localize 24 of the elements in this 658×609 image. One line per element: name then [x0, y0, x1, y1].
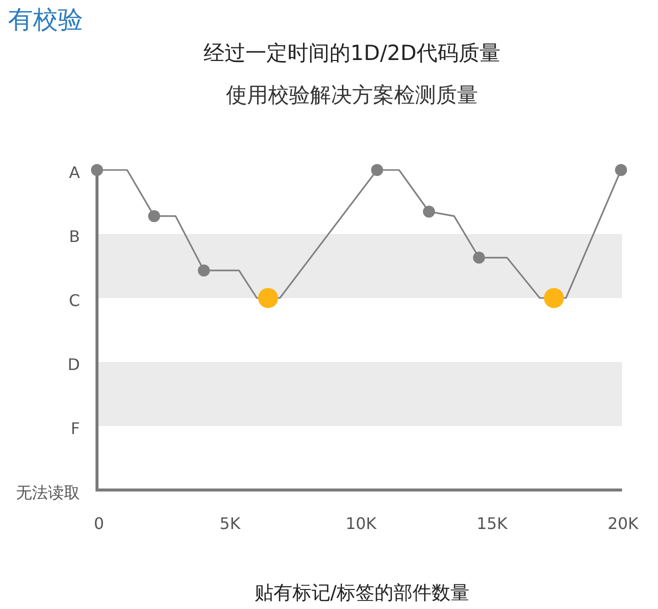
category-label: B: [69, 227, 80, 246]
point: [422, 206, 435, 218]
category-label: F: [70, 419, 80, 438]
point: [198, 264, 210, 276]
point: [258, 288, 278, 308]
point: [371, 164, 384, 176]
point: [472, 252, 485, 264]
category-label: A: [69, 163, 80, 182]
text: 使用校验解决方案检测质量: [226, 83, 478, 107]
category-label: 无法读取: [16, 483, 80, 502]
x-tick-label: 5K: [220, 514, 241, 533]
chart-title: 有校验: [8, 5, 83, 34]
point: [148, 210, 160, 222]
x-tick-label: 20K: [608, 514, 639, 533]
category-label: D: [68, 355, 80, 374]
point: [544, 288, 564, 308]
x-axis-title: 贴有标记/标签的部件数量: [254, 582, 470, 604]
x-tick-label: 0: [94, 514, 104, 533]
x-tick-label: 10K: [346, 514, 377, 533]
x-tick-label: 15K: [476, 514, 508, 533]
category-label: C: [68, 291, 80, 310]
chart-subtitle: 经过一定时间的1D/2D代码质量: [203, 41, 501, 65]
point: [615, 164, 627, 176]
point: [91, 164, 103, 176]
